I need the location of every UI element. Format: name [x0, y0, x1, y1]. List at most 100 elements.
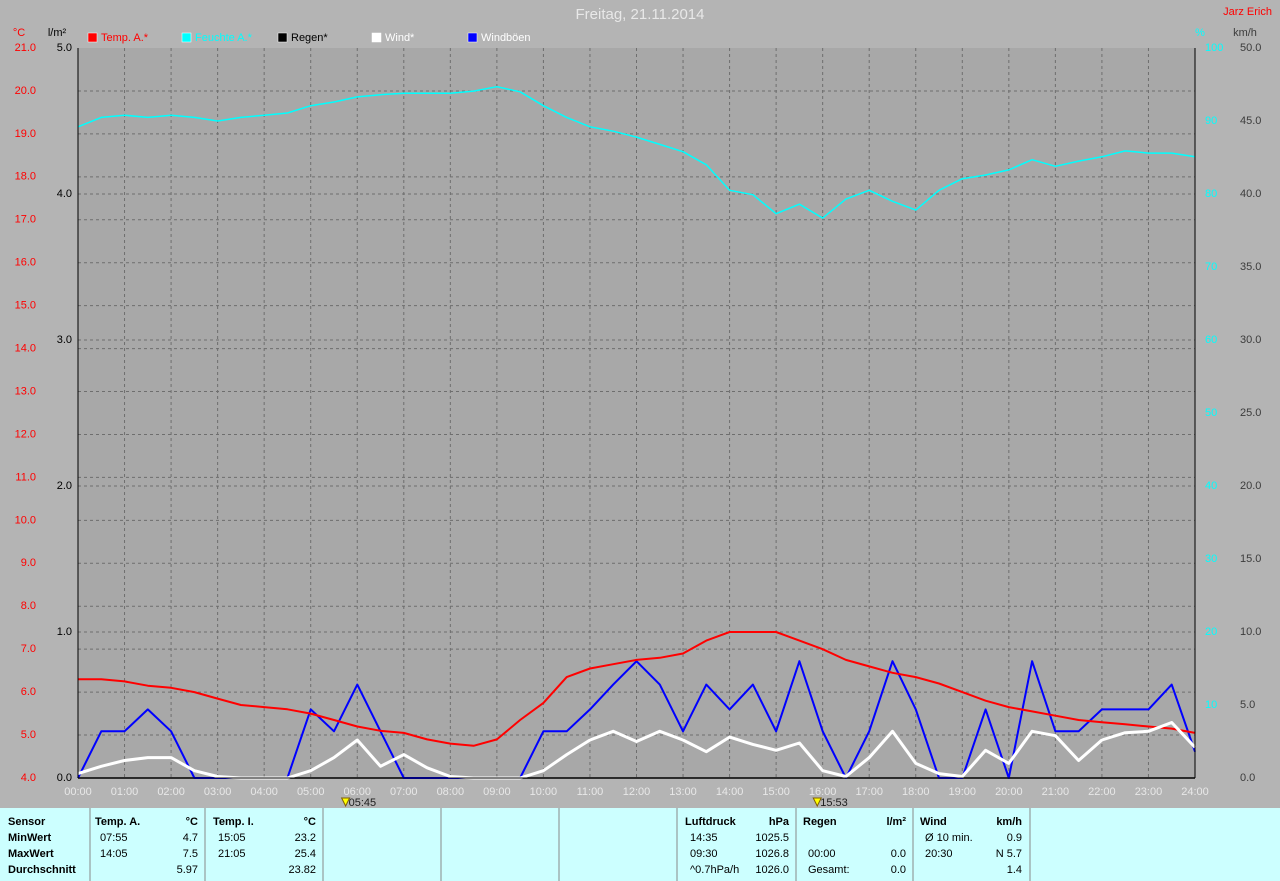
y-tick-label: 13.0 [15, 385, 36, 397]
table-header: Sensor [8, 816, 46, 828]
x-tick-label: 18:00 [902, 786, 930, 798]
axis-unit: l/m² [48, 27, 67, 39]
sun-marker-label: 05:45 [349, 797, 377, 809]
x-tick-label: 06:00 [343, 786, 371, 798]
table-header: Wind [920, 816, 947, 828]
y-tick-label: 45.0 [1240, 115, 1261, 127]
y-tick-label: 8.0 [21, 600, 36, 612]
table-unit: l/m² [886, 816, 906, 828]
x-tick-label: 05:00 [297, 786, 325, 798]
table-header: Temp. A. [95, 816, 140, 828]
y-tick-label: 3.0 [57, 334, 72, 346]
table-unit: °C [304, 816, 316, 828]
x-tick-label: 19:00 [949, 786, 977, 798]
table-time: 21:05 [218, 848, 246, 860]
x-tick-label: 13:00 [669, 786, 697, 798]
table-value: 7.5 [183, 848, 198, 860]
y-tick-label: 10.0 [15, 514, 36, 526]
y-tick-label: 0.0 [57, 772, 72, 784]
x-tick-label: 17:00 [855, 786, 883, 798]
y-tick-label: 20.0 [1240, 480, 1261, 492]
table-row-label: Durchschnitt [8, 864, 76, 876]
x-tick-label: 04:00 [250, 786, 278, 798]
y-tick-label: 15.0 [15, 300, 36, 312]
y-tick-label: 18.0 [15, 171, 36, 183]
table-unit: °C [186, 816, 198, 828]
table-time: Ø 10 min. [925, 832, 973, 844]
legend-swatch [181, 32, 192, 43]
table-time: 15:05 [218, 832, 246, 844]
legend-swatch [87, 32, 98, 43]
y-tick-label: 20.0 [15, 85, 36, 97]
table-time: 09:30 [690, 848, 718, 860]
table-time: 07:55 [100, 832, 128, 844]
table-value: 5.97 [177, 864, 198, 876]
y-tick-label: 100 [1205, 42, 1223, 54]
table-value: N 5.7 [996, 848, 1022, 860]
table-value: 1026.8 [755, 848, 789, 860]
legend-label: Windböen [481, 32, 531, 44]
x-tick-label: 01:00 [111, 786, 139, 798]
table-row-label: MinWert [8, 832, 52, 844]
table-value: 25.4 [295, 848, 316, 860]
x-tick-label: 02:00 [157, 786, 185, 798]
y-tick-label: 10 [1205, 699, 1217, 711]
x-tick-label: 12:00 [623, 786, 651, 798]
table-time: 00:00 [808, 848, 836, 860]
y-tick-label: 5.0 [1240, 699, 1255, 711]
table-time: 20:30 [925, 848, 953, 860]
legend-swatch [467, 32, 478, 43]
x-tick-label: 10:00 [530, 786, 558, 798]
table-value: 23.2 [295, 832, 316, 844]
y-tick-label: 21.0 [15, 42, 36, 54]
y-tick-label: 7.0 [21, 643, 36, 655]
x-tick-label: 14:00 [716, 786, 744, 798]
y-tick-label: 20 [1205, 626, 1217, 638]
y-tick-label: 35.0 [1240, 261, 1261, 273]
table-time: 14:35 [690, 832, 718, 844]
x-tick-label: 22:00 [1088, 786, 1116, 798]
axis-unit: % [1195, 27, 1205, 39]
legend-label: Regen* [291, 32, 328, 44]
table-unit: km/h [996, 816, 1022, 828]
x-tick-label: 16:00 [809, 786, 837, 798]
legend-label: Temp. A.* [101, 32, 149, 44]
sun-marker [812, 797, 823, 808]
y-tick-label: 15.0 [1240, 553, 1261, 565]
y-tick-label: 30.0 [1240, 334, 1261, 346]
x-tick-label: 23:00 [1135, 786, 1163, 798]
table-time: Gesamt: [808, 864, 850, 876]
table-value: 0.0 [891, 864, 906, 876]
table-header: Temp. I. [213, 816, 254, 828]
table-value: 1.4 [1007, 864, 1022, 876]
legend-label: Feuchte A.* [195, 32, 253, 44]
x-tick-label: 03:00 [204, 786, 232, 798]
y-tick-label: 4.0 [21, 772, 36, 784]
x-tick-label: 07:00 [390, 786, 418, 798]
y-tick-label: 19.0 [15, 128, 36, 140]
legend-label: Wind* [385, 32, 415, 44]
x-tick-label: 15:00 [762, 786, 790, 798]
y-tick-label: 90 [1205, 115, 1217, 127]
y-tick-label: 1.0 [57, 626, 72, 638]
y-tick-label: 50.0 [1240, 42, 1261, 54]
chart-title: Freitag, 21.11.2014 [576, 6, 705, 23]
y-tick-label: 30 [1205, 553, 1217, 565]
table-time: ^0.7hPa/h [690, 864, 739, 876]
axis-unit: km/h [1233, 27, 1257, 39]
table-row-label: MaxWert [8, 848, 54, 860]
summary-table: Sensor MinWert MaxWert Durchschnitt Temp. A.… [0, 808, 1280, 881]
y-tick-label: 9.0 [21, 557, 36, 569]
y-tick-label: 16.0 [15, 257, 36, 269]
legend-swatch [277, 32, 288, 43]
sun-marker-label: 15:53 [820, 797, 848, 809]
x-tick-label: 08:00 [437, 786, 465, 798]
y-tick-label: 12.0 [15, 428, 36, 440]
table-value: 4.7 [183, 832, 198, 844]
table-time: 14:05 [100, 848, 128, 860]
y-tick-label: 2.0 [57, 480, 72, 492]
y-tick-label: 5.0 [57, 42, 72, 54]
y-tick-label: 5.0 [21, 729, 36, 741]
y-tick-label: 4.0 [57, 188, 72, 200]
